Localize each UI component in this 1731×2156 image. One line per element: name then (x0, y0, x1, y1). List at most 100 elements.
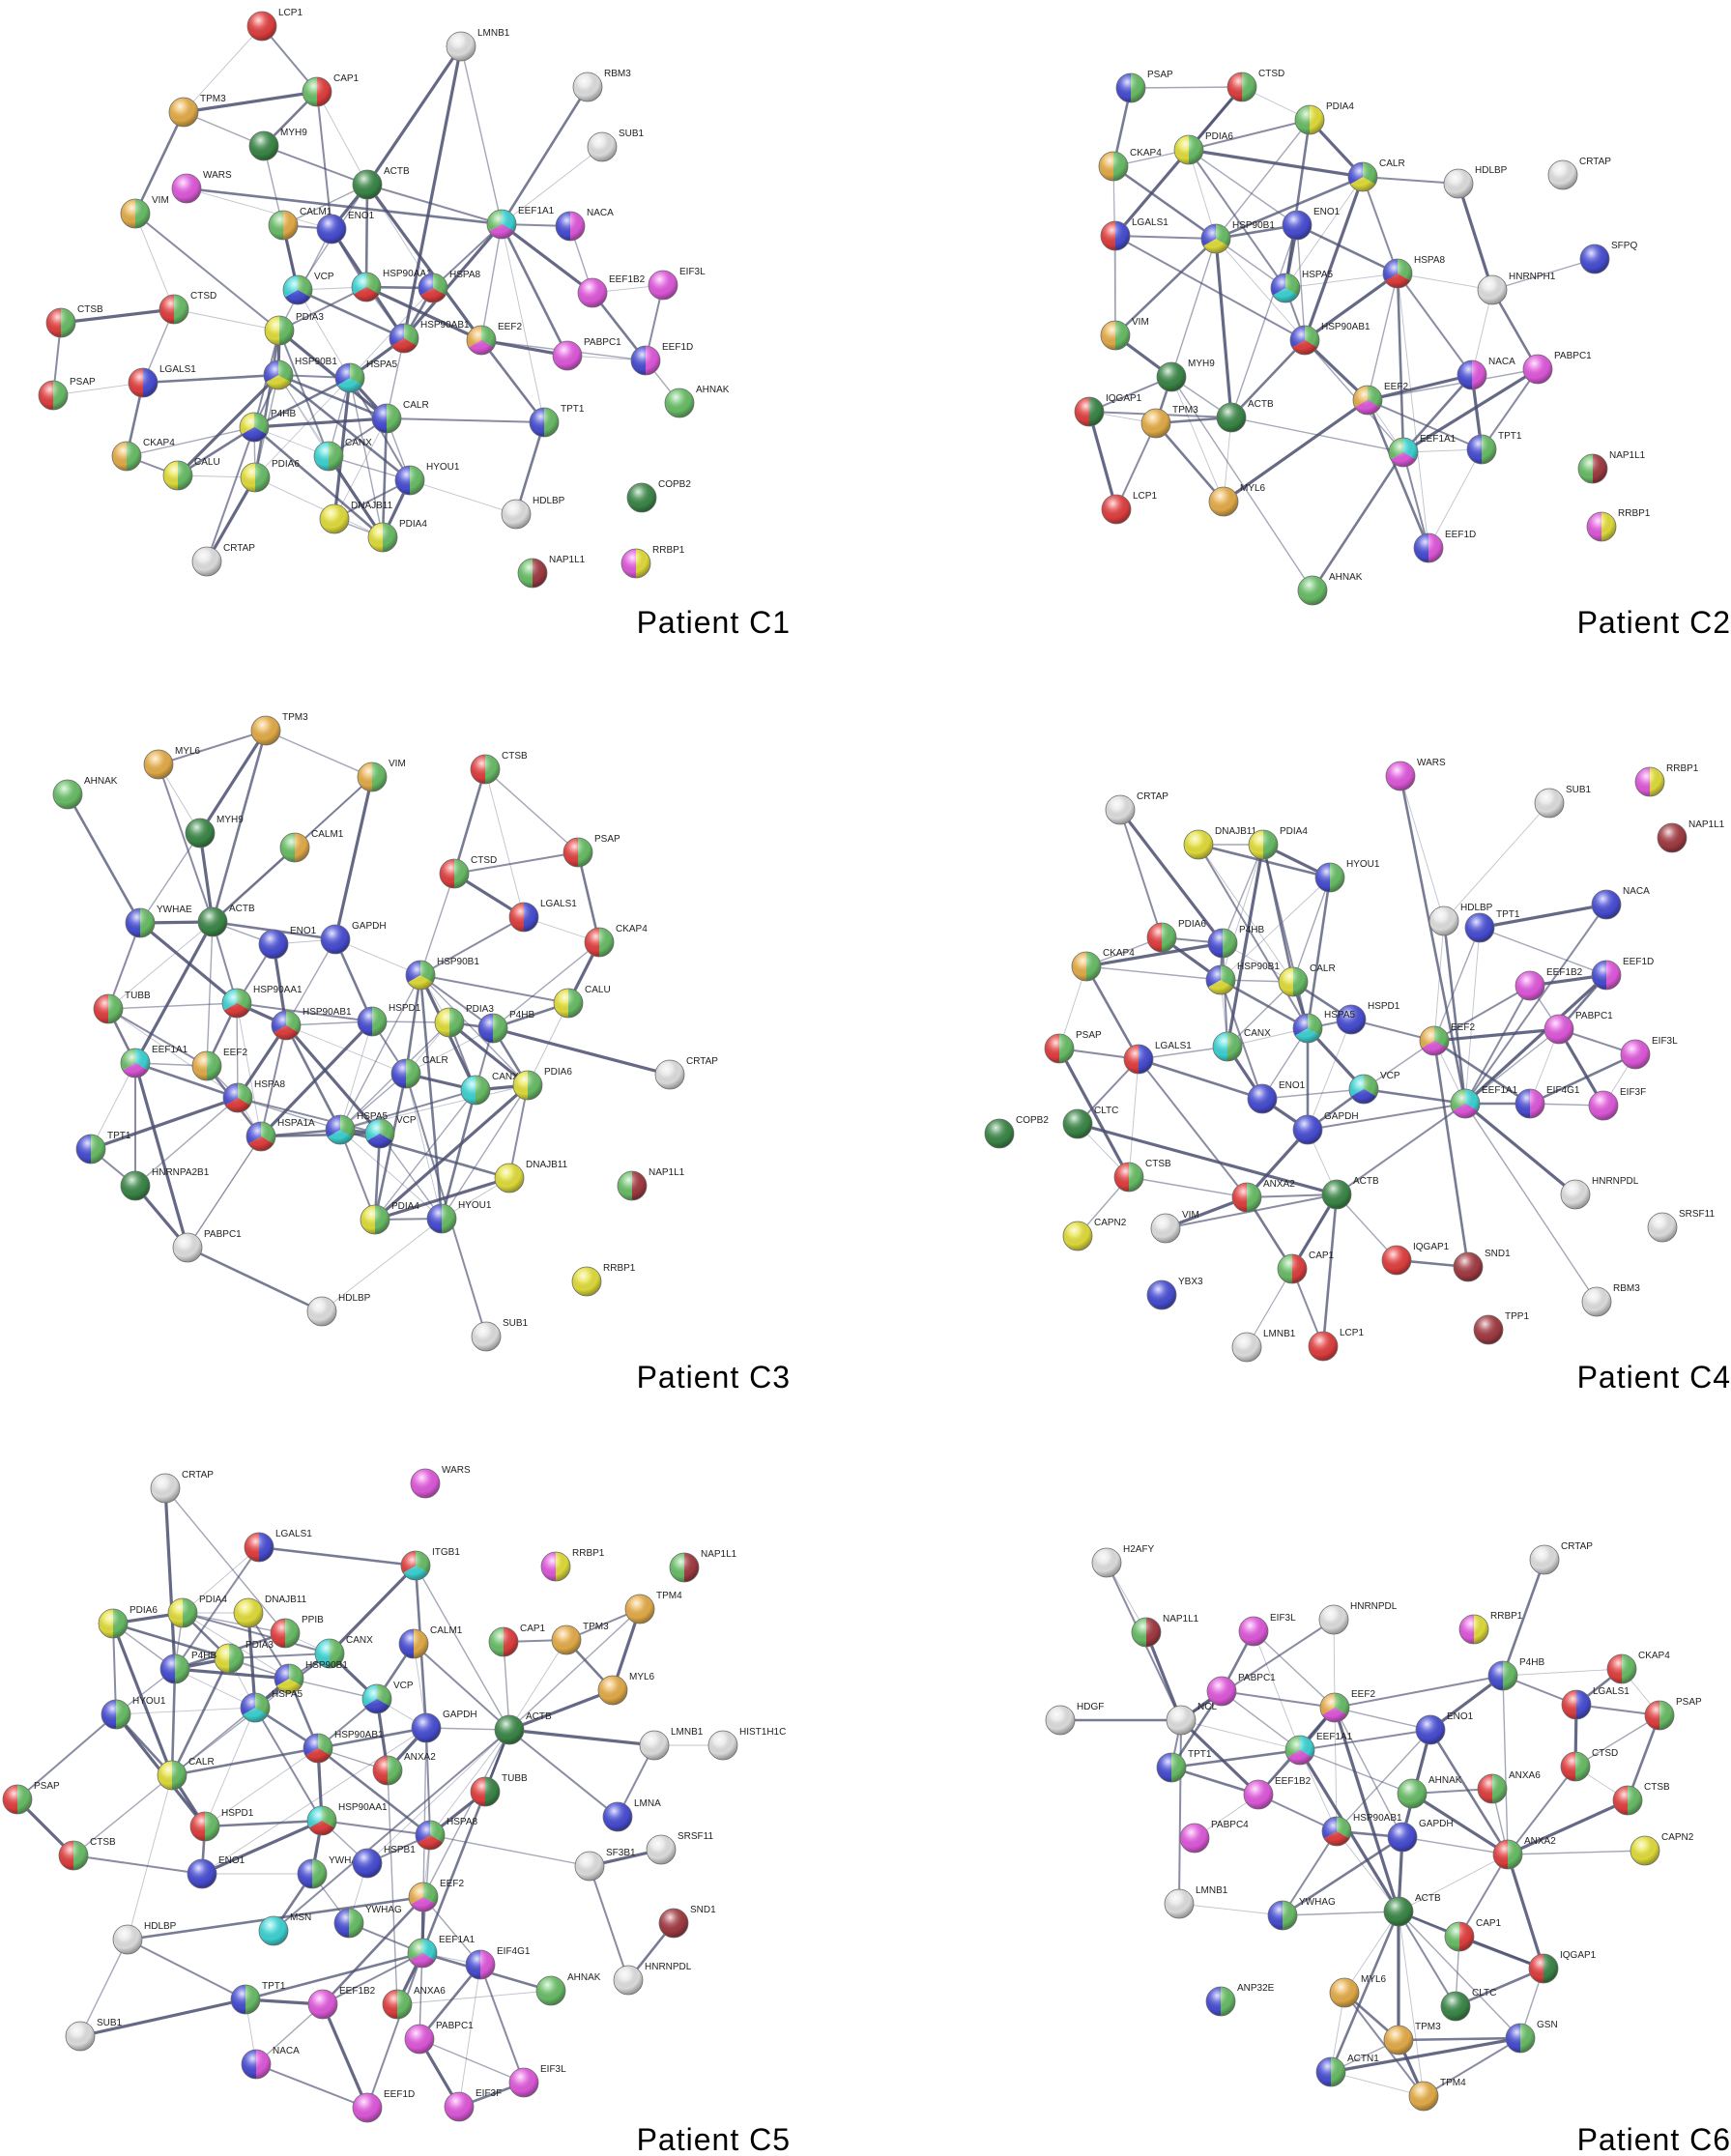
node-c6-eef1a1[interactable]: EEF1A1 (1284, 1732, 1353, 1766)
node-c6-gsn[interactable]: GSN (1505, 2020, 1558, 2054)
node-c6-tpm3[interactable]: TPM3 (1383, 2022, 1441, 2055)
node-c1-sub1[interactable]: SUB1 (587, 129, 645, 162)
node-c2-iqgap1[interactable]: IQGAP1 (1074, 393, 1142, 427)
node-c6-rrbp1[interactable]: RRBP1 (1458, 1611, 1523, 1645)
node-c6-gapdh[interactable]: GAPDH (1387, 1819, 1454, 1853)
node-c1-rrbp1[interactable]: RRBP1 (620, 545, 685, 579)
node-c3-calr[interactable]: CALR (390, 1055, 448, 1089)
node-c2-hdlbp[interactable]: HDLBP (1443, 165, 1508, 199)
node-c4-rrbp1[interactable]: RRBP1 (1634, 763, 1699, 797)
node-c5-wars[interactable]: WARS (410, 1465, 471, 1499)
node-c4-eef1b2[interactable]: EEF1B2 (1515, 967, 1583, 1001)
node-c2-pdia4[interactable]: PDIA4 (1294, 101, 1354, 135)
node-c4-tpt1[interactable]: TPT1 (1464, 909, 1520, 943)
node-c5-hsp90b1[interactable]: HSP90B1 (274, 1660, 348, 1694)
node-c5-lgals1[interactable]: LGALS1 (244, 1529, 312, 1563)
node-c1-ahnak[interactable]: AHNAK (664, 385, 730, 418)
node-c2-myh9[interactable]: MYH9 (1156, 359, 1215, 392)
node-c3-vcp[interactable]: VCP (364, 1115, 417, 1149)
node-c4-eef2[interactable]: EEF2 (1419, 1022, 1475, 1056)
node-c5-pdia4[interactable]: PDIA4 (167, 1595, 227, 1628)
node-c6-anxa2[interactable]: ANXA2 (1492, 1836, 1556, 1870)
node-c3-hsp90aa1[interactable]: HSP90AA1 (221, 985, 303, 1019)
node-c4-eif3l[interactable]: EIF3L (1620, 1036, 1678, 1070)
node-c1-eno1[interactable]: ENO1 (316, 211, 375, 244)
node-c4-lcp1[interactable]: LCP1 (1308, 1328, 1364, 1362)
node-c1-tpt1[interactable]: TPT1 (529, 404, 585, 438)
node-c6-eef1b2[interactable]: EEF1B2 (1243, 1776, 1312, 1810)
node-c3-crtap[interactable]: CRTAP (654, 1056, 718, 1090)
node-c3-calm1[interactable]: CALM1 (279, 829, 344, 863)
node-c5-ahnak[interactable]: AHNAK (535, 1972, 601, 2006)
node-c4-psap[interactable]: PSAP (1044, 1030, 1102, 1064)
node-c4-eif3f[interactable]: EIF3F (1588, 1087, 1646, 1121)
node-c1-vim[interactable]: VIM (120, 195, 169, 229)
node-c5-pdia3[interactable]: PDIA3 (214, 1640, 274, 1674)
node-c2-tpt1[interactable]: TPT1 (1466, 431, 1522, 465)
node-c3-hsp90ab1[interactable]: HSP90AB1 (271, 1007, 352, 1041)
node-c4-naca[interactable]: NACA (1591, 886, 1650, 920)
node-c6-ckap4[interactable]: CKAP4 (1606, 1651, 1670, 1684)
node-c5-gapdh[interactable]: GAPDH (411, 1710, 477, 1743)
node-c1-eef1d[interactable]: EEF1D (630, 342, 693, 376)
node-c2-psap[interactable]: PSAP (1115, 70, 1173, 103)
node-c1-eef1a1[interactable]: EEF1A1 (486, 206, 555, 240)
node-c1-eef2[interactable]: EEF2 (466, 322, 522, 356)
node-c4-ckap4[interactable]: CKAP4 (1071, 948, 1135, 982)
node-c4-wars[interactable]: WARS (1385, 758, 1446, 791)
node-c3-hspd1[interactable]: HSPD1 (357, 1003, 421, 1037)
node-c3-hnrnpa2b1[interactable]: HNRNPA2B1 (120, 1167, 210, 1201)
node-c3-dnajb11[interactable]: DNAJB11 (494, 1160, 568, 1193)
node-c6-p4hb[interactable]: P4HB (1487, 1657, 1544, 1691)
node-c1-hsp90ab1[interactable]: HSP90AB1 (389, 320, 470, 354)
node-c5-hspb1[interactable]: HSPB1 (352, 1845, 416, 1879)
node-c3-tpm3[interactable]: TPM3 (250, 712, 308, 746)
node-c4-eif4g1[interactable]: EIF4G1 (1515, 1085, 1580, 1119)
node-c6-h2afy[interactable]: H2AFY (1091, 1544, 1155, 1578)
node-c2-sfpq[interactable]: SFPQ (1579, 241, 1637, 274)
node-c6-lgals1[interactable]: LGALS1 (1561, 1686, 1630, 1720)
node-c5-eef1d[interactable]: EEF1D (352, 2089, 415, 2123)
node-c5-crtap[interactable]: CRTAP (150, 1470, 214, 1504)
node-c4-pdia4[interactable]: PDIA4 (1248, 826, 1308, 860)
node-c1-hsp90b1[interactable]: HSP90B1 (263, 357, 337, 390)
node-c5-lmna[interactable]: LMNA (602, 1798, 661, 1832)
node-c3-pdia3[interactable]: PDIA3 (434, 1004, 494, 1038)
node-c5-calr[interactable]: CALR (157, 1757, 215, 1791)
node-c1-rbm3[interactable]: RBM3 (572, 69, 631, 102)
node-c5-calm1[interactable]: CALM1 (398, 1625, 463, 1659)
node-c2-nap1l1[interactable]: NAP1L1 (1577, 450, 1646, 484)
node-c3-calu[interactable]: CALU (553, 985, 611, 1019)
node-c1-wars[interactable]: WARS (171, 170, 232, 204)
node-c3-hspa1a[interactable]: HSPA1A (245, 1118, 315, 1152)
node-c2-actb[interactable]: ACTB (1216, 399, 1274, 433)
node-c4-actb[interactable]: ACTB (1321, 1176, 1379, 1210)
node-c4-srsf11[interactable]: SRSF11 (1647, 1209, 1715, 1243)
node-c1-tpm3[interactable]: TPM3 (168, 94, 226, 128)
node-c5-sf3b1[interactable]: SF3B1 (574, 1848, 636, 1882)
node-c3-ywhae[interactable]: YWHAE (125, 905, 192, 938)
node-c3-tubb[interactable]: TUBB (93, 991, 151, 1024)
node-c2-crtap[interactable]: CRTAP (1547, 157, 1611, 190)
node-c4-gapdh[interactable]: GAPDH (1292, 1111, 1359, 1145)
node-c1-hspa5[interactable]: HSPA5 (334, 359, 397, 393)
node-c1-calm1[interactable]: CALM1 (268, 207, 332, 241)
node-c3-ahnak[interactable]: AHNAK (52, 776, 118, 810)
node-c1-hyou1[interactable]: HYOU1 (394, 462, 460, 496)
node-c2-lcp1[interactable]: LCP1 (1101, 491, 1157, 525)
node-c6-pabpc4[interactable]: PABPC4 (1179, 1820, 1249, 1854)
node-c1-lcp1[interactable]: LCP1 (246, 8, 303, 42)
node-c3-eef2[interactable]: EEF2 (191, 1048, 247, 1081)
node-c4-pabpc1[interactable]: PABPC1 (1543, 1011, 1613, 1045)
node-c1-pdia6[interactable]: PDIA6 (240, 459, 300, 493)
node-c4-lgals1[interactable]: LGALS1 (1123, 1041, 1192, 1075)
node-c3-hyou1[interactable]: HYOU1 (426, 1200, 492, 1234)
node-c4-hspa5[interactable]: HSPA5 (1292, 1010, 1355, 1044)
node-c1-ckap4[interactable]: CKAP4 (111, 438, 175, 472)
node-c3-myh9[interactable]: MYH9 (185, 815, 244, 848)
node-c1-psap[interactable]: PSAP (38, 377, 96, 411)
node-c3-hspa5[interactable]: HSPA5 (325, 1111, 388, 1145)
node-c6-capn2[interactable]: CAPN2 (1630, 1832, 1694, 1866)
node-c4-calr[interactable]: CALR (1278, 963, 1336, 997)
node-c1-cap1[interactable]: CAP1 (302, 73, 360, 107)
